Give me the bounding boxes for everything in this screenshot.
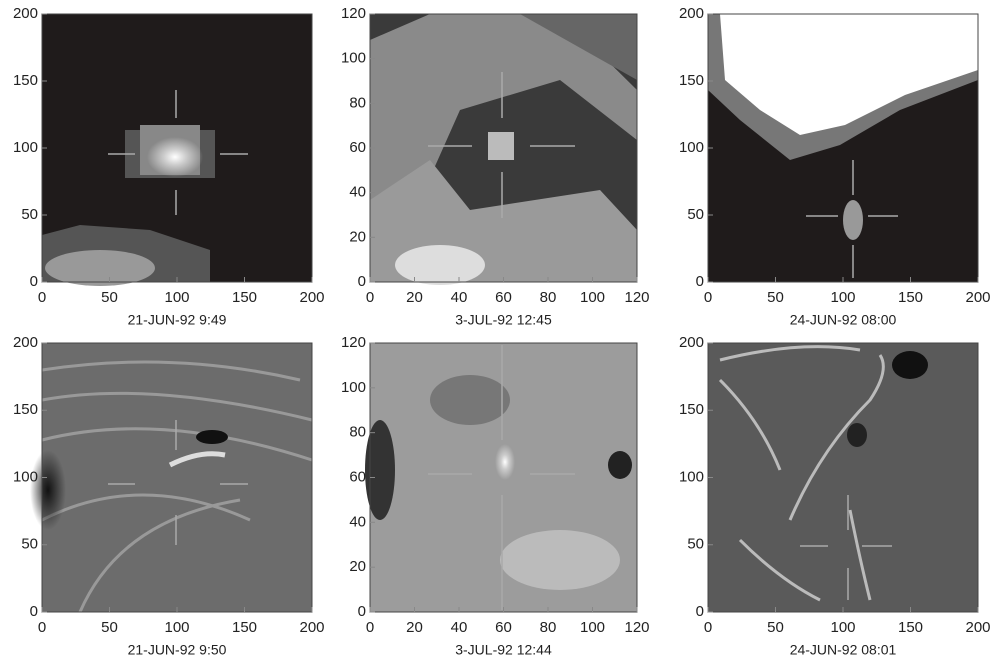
panel-caption: 3-JUL-92 12:44	[455, 642, 552, 658]
x-tick-label: 0	[704, 289, 712, 306]
y-tick-label: 40	[349, 513, 366, 530]
x-tick-label: 150	[898, 289, 923, 306]
x-tick-label: 20	[406, 289, 423, 306]
x-tick-label: 40	[451, 619, 468, 636]
y-tick-label: 150	[679, 72, 704, 89]
x-tick-label: 200	[965, 619, 990, 636]
x-tick-label: 60	[495, 289, 512, 306]
x-tick-label: 200	[299, 619, 324, 636]
y-tick-label: 200	[679, 5, 704, 22]
y-tick-label: 60	[349, 139, 366, 156]
y-tick-label: 150	[13, 401, 38, 418]
x-tick-label: 200	[299, 289, 324, 306]
y-tick-label: 60	[349, 468, 366, 485]
y-tick-label: 80	[349, 94, 366, 111]
y-tick-label: 50	[687, 206, 704, 223]
y-tick-label: 0	[358, 603, 366, 620]
panel-caption: 21-JUN-92 9:50	[128, 642, 227, 658]
y-tick-label: 80	[349, 424, 366, 441]
x-tick-label: 0	[366, 289, 374, 306]
x-tick-label: 80	[540, 619, 557, 636]
y-tick-label: 50	[21, 206, 38, 223]
x-tick-label: 150	[232, 289, 257, 306]
x-tick-label: 0	[366, 619, 374, 636]
x-tick-label: 100	[830, 289, 855, 306]
y-tick-label: 200	[679, 334, 704, 351]
y-tick-label: 100	[13, 139, 38, 156]
y-tick-label: 40	[349, 184, 366, 201]
y-tick-label: 20	[349, 228, 366, 245]
x-tick-label: 120	[624, 289, 649, 306]
panel-caption: 24-JUN-92 08:00	[790, 312, 897, 328]
image-panel	[370, 14, 637, 285]
x-tick-label: 60	[495, 619, 512, 636]
y-tick-label: 0	[30, 603, 38, 620]
x-tick-label: 200	[965, 289, 990, 306]
image-panel	[365, 343, 637, 612]
y-tick-label: 100	[679, 139, 704, 156]
panel-caption: 21-JUN-92 9:49	[128, 312, 227, 328]
y-tick-label: 100	[13, 468, 38, 485]
y-tick-label: 100	[341, 379, 366, 396]
y-tick-label: 0	[696, 273, 704, 290]
x-tick-label: 100	[830, 619, 855, 636]
y-tick-label: 20	[349, 558, 366, 575]
y-tick-label: 50	[21, 536, 38, 553]
x-tick-label: 50	[767, 289, 784, 306]
y-tick-label: 100	[341, 50, 366, 67]
y-tick-label: 120	[341, 5, 366, 22]
image-panel	[42, 14, 312, 286]
x-tick-label: 0	[704, 619, 712, 636]
y-tick-label: 120	[341, 334, 366, 351]
x-tick-label: 80	[540, 289, 557, 306]
y-tick-label: 200	[13, 334, 38, 351]
y-tick-label: 0	[30, 273, 38, 290]
y-tick-label: 50	[687, 536, 704, 553]
x-tick-label: 100	[164, 619, 189, 636]
x-tick-label: 0	[38, 619, 46, 636]
x-tick-label: 100	[580, 619, 605, 636]
figure: 05010015020005010015020021-JUN-92 9:4902…	[0, 0, 998, 658]
y-tick-label: 0	[696, 603, 704, 620]
x-tick-label: 50	[101, 619, 118, 636]
x-tick-label: 40	[451, 289, 468, 306]
y-tick-label: 100	[679, 468, 704, 485]
y-tick-label: 150	[679, 401, 704, 418]
x-tick-label: 50	[101, 289, 118, 306]
image-panel	[30, 343, 312, 612]
image-panel	[708, 343, 978, 612]
x-tick-label: 20	[406, 619, 423, 636]
y-tick-label: 200	[13, 5, 38, 22]
x-tick-label: 150	[898, 619, 923, 636]
panel-caption: 3-JUL-92 12:45	[455, 312, 552, 328]
x-tick-label: 0	[38, 289, 46, 306]
x-tick-label: 100	[164, 289, 189, 306]
y-tick-label: 150	[13, 72, 38, 89]
panel-caption: 24-JUN-92 08:01	[790, 642, 897, 658]
x-tick-label: 120	[624, 619, 649, 636]
x-tick-label: 100	[580, 289, 605, 306]
y-tick-label: 0	[358, 273, 366, 290]
image-panel	[708, 14, 978, 282]
x-tick-label: 150	[232, 619, 257, 636]
x-tick-label: 50	[767, 619, 784, 636]
